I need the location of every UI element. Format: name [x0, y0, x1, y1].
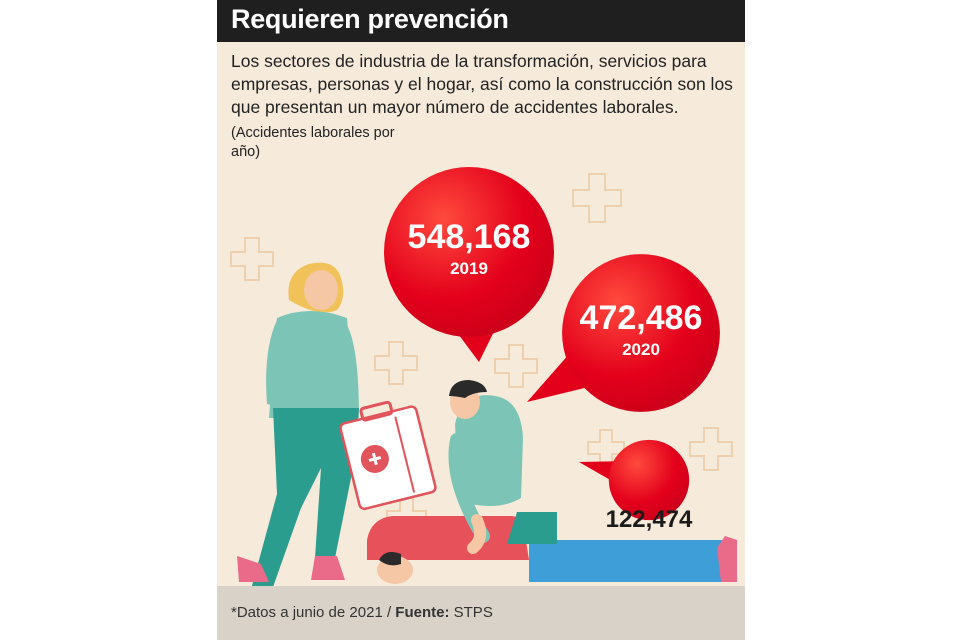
source-name: STPS [453, 604, 493, 621]
bubble-tail [579, 461, 618, 482]
infographic-card: 548,168 2019 472,486 2020 122,4742021* [217, 0, 745, 640]
unit-label: (Accidentes laborales por año) [231, 125, 395, 160]
footer: *Datos a junio de 2021 / Fuente: STPS [217, 586, 745, 640]
source-label: Fuente: [395, 604, 450, 621]
bubble-mark [562, 254, 720, 412]
bubble-series: 548,168 2019 472,486 2020 122,4742021* [384, 167, 720, 554]
source-note: *Datos a junio de 2021 / Fuente: STPS [231, 604, 493, 621]
page-title: Requieren prevención [231, 4, 509, 34]
bubble-value-label: 122,474 [606, 506, 693, 533]
intro-text: Los sectores de industria de la transfor… [231, 51, 733, 117]
bubble-mark [384, 167, 554, 337]
cpr-scene-illustration [367, 380, 737, 584]
bubble-2: 122,4742021* [579, 439, 693, 554]
bubble-value-label: 548,168 [408, 218, 531, 256]
bubble-0: 548,168 2019 [384, 167, 554, 362]
bubble-year-label: 2019 [450, 259, 488, 278]
bubble-1: 472,486 2020 [527, 254, 720, 412]
nurse-illustration [237, 262, 359, 604]
footnote-text: *Datos a junio de 2021 / [231, 604, 392, 621]
chart-area: 548,168 2019 472,486 2020 122,4742021* [230, 167, 737, 604]
bubble-year-label: 2020 [622, 340, 660, 359]
bubble-value-label: 472,486 [580, 299, 703, 337]
title-bar: Requieren prevención [217, 0, 745, 42]
first-aid-kit-illustration [339, 400, 437, 511]
bubble-mark [608, 439, 690, 521]
